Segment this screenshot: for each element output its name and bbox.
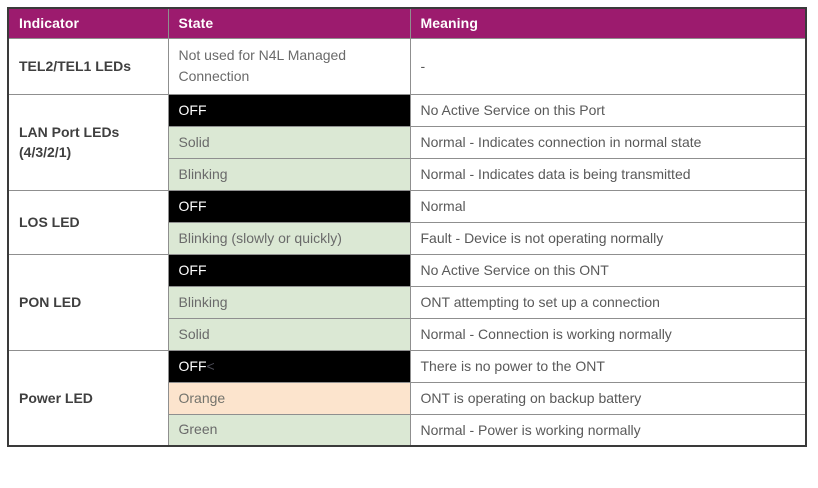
column-header-meaning: Meaning: [409, 7, 807, 39]
table-row: PON LED OFF No Active Service on this ON…: [7, 253, 807, 351]
table-row: Green Normal - Power is working normally: [8, 413, 807, 447]
indicator-cell-pon: PON LED: [7, 253, 169, 351]
table-row: Orange ONT is operating on backup batter…: [8, 381, 807, 415]
state-cell: OFF: [167, 189, 411, 223]
meaning-cell: There is no power to the ONT: [409, 349, 807, 383]
meaning-cell: Normal: [409, 189, 807, 223]
table-row: Blinking ONT attempting to set up a conn…: [8, 285, 807, 319]
state-label: OFF: [178, 357, 207, 374]
meaning-cell: -: [409, 37, 807, 95]
table-row: Blinking Normal - Indicates data is bein…: [8, 157, 807, 191]
table-row: Power LED OFF< There is no power to the …: [7, 349, 807, 447]
state-suffix: <: [206, 357, 215, 374]
state-cell: OFF: [167, 93, 411, 127]
column-header-indicator: Indicator: [7, 7, 169, 39]
column-header-state: State: [167, 7, 411, 39]
table-row: LAN Port LEDs (4/3/2/1) OFF No Active Se…: [7, 93, 807, 191]
table-row: LOS LED OFF Normal: [7, 189, 807, 255]
indicator-cell-tel: TEL2/TEL1 LEDs: [7, 37, 169, 95]
table-row: Solid Normal - Connection is working nor…: [8, 317, 807, 351]
state-cell: Blinking: [167, 157, 411, 191]
state-cell: Orange: [167, 381, 411, 415]
indicator-cell-power: Power LED: [7, 349, 169, 447]
meaning-cell: Fault - Device is not operating normally: [409, 221, 807, 255]
table-row: TEL2/TEL1 LEDs Not used for N4L Managed …: [7, 37, 807, 95]
meaning-cell: ONT is operating on backup battery: [409, 381, 807, 415]
state-cell: OFF<: [167, 349, 411, 383]
state-cell: Solid: [167, 125, 411, 159]
meaning-cell: No Active Service on this Port: [409, 93, 807, 127]
meaning-cell: Normal - Indicates connection in normal …: [409, 125, 807, 159]
state-cell: Green: [167, 413, 411, 447]
state-cell: OFF: [167, 253, 411, 287]
state-cell: Blinking (slowly or quickly): [167, 221, 411, 255]
state-cell: Blinking: [167, 285, 411, 319]
indicator-cell-los: LOS LED: [7, 189, 169, 255]
meaning-cell: ONT attempting to set up a connection: [409, 285, 807, 319]
state-cell: Not used for N4L Managed Connection: [167, 37, 411, 95]
meaning-cell: Normal - Connection is working normally: [409, 317, 807, 351]
led-status-table: Indicator State Meaning TEL2/TEL1 LEDs N…: [7, 7, 807, 447]
table-row: Blinking (slowly or quickly) Fault - Dev…: [8, 221, 807, 255]
page: Indicator State Meaning TEL2/TEL1 LEDs N…: [7, 7, 807, 447]
meaning-cell: Normal - Power is working normally: [409, 413, 807, 447]
indicator-cell-lan: LAN Port LEDs (4/3/2/1): [7, 93, 169, 191]
table-header-row: Indicator State Meaning: [7, 7, 807, 39]
table-row: Solid Normal - Indicates connection in n…: [8, 125, 807, 159]
state-cell: Solid: [167, 317, 411, 351]
meaning-cell: No Active Service on this ONT: [409, 253, 807, 287]
meaning-cell: Normal - Indicates data is being transmi…: [409, 157, 807, 191]
